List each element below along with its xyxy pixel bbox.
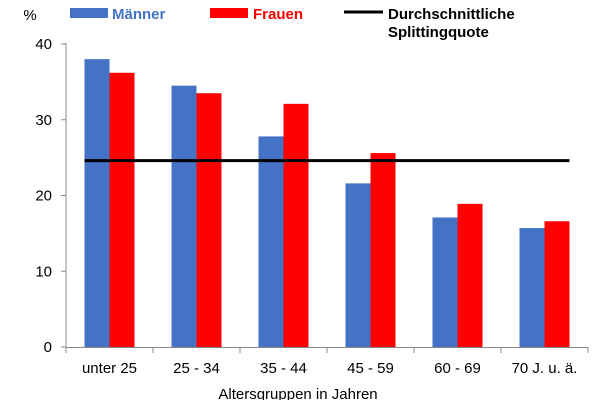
legend: Männer Frauen Durchschnittliche Splittin… bbox=[70, 6, 515, 41]
bar-maenner bbox=[258, 136, 284, 347]
bar-maenner bbox=[171, 85, 197, 347]
x-tick-label: 25 - 34 bbox=[173, 360, 220, 377]
bar-frauen bbox=[196, 93, 222, 347]
y-tick-label: 20 bbox=[35, 188, 52, 205]
x-axis-ticks bbox=[65, 347, 589, 353]
bar-frauen bbox=[457, 203, 483, 347]
y-tick-label: 30 bbox=[35, 112, 52, 129]
x-tick-label: 60 - 69 bbox=[434, 360, 481, 377]
legend-label-maenner: Männer bbox=[112, 6, 166, 23]
legend-label-reference-line-1: Durchschnittliche bbox=[388, 6, 515, 23]
bar-frauen bbox=[544, 221, 570, 347]
x-axis-title: Altersgruppen in Jahren bbox=[218, 386, 377, 400]
legend-swatch-frauen bbox=[210, 8, 248, 18]
bar-maenner bbox=[84, 59, 110, 348]
y-tick-label: 10 bbox=[35, 263, 52, 280]
x-axis-tick-labels: unter 25 25 - 34 35 - 44 45 - 59 60 - 69 70 J… bbox=[82, 360, 577, 377]
bar-maenner bbox=[432, 217, 458, 347]
bar-maenner bbox=[345, 183, 371, 347]
y-tick-label: 0 bbox=[44, 339, 52, 356]
y-axis-unit-label: % bbox=[23, 7, 36, 24]
bar-frauen bbox=[283, 103, 309, 347]
bar-frauen bbox=[109, 72, 135, 347]
bars bbox=[84, 59, 570, 348]
y-axis-ticks: 0 10 20 30 40 bbox=[35, 36, 66, 356]
x-tick-label: 70 J. u. ä. bbox=[512, 360, 578, 377]
legend-label-reference-line-2: Splittingquote bbox=[388, 24, 489, 41]
x-tick-label: 35 - 44 bbox=[260, 360, 307, 377]
legend-label-frauen: Frauen bbox=[253, 6, 303, 23]
legend-swatch-maenner bbox=[70, 8, 108, 18]
bar-frauen bbox=[370, 153, 396, 347]
y-tick-label: 40 bbox=[35, 36, 52, 53]
bar-maenner bbox=[519, 228, 545, 347]
x-tick-label: unter 25 bbox=[82, 360, 137, 377]
x-tick-label: 45 - 59 bbox=[347, 360, 394, 377]
